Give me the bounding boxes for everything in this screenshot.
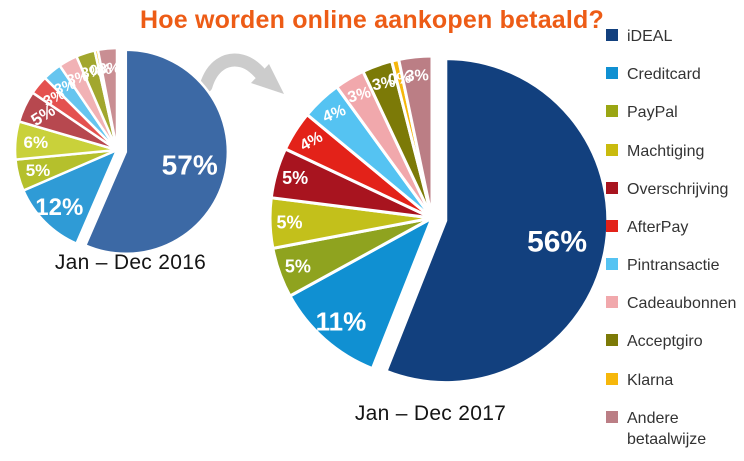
legend-item-acceptgiro: Acceptgiro [606, 331, 740, 352]
slice-label-ideal: 57% [162, 150, 218, 181]
legend-label: AfterPay [627, 218, 689, 236]
legend-swatch-machtiging [606, 143, 618, 156]
slice-label-klarna: 0% [89, 61, 112, 80]
pie-slice-andere-betaalwijze [396, 54, 434, 219]
legend-item-pintransactie: Pintransactie [606, 255, 740, 276]
legend-label: PayPal [627, 104, 678, 122]
slice-label-overschrijving: 5% [282, 168, 308, 188]
legend-label: Overschrijving [627, 180, 729, 198]
legend-label: Cadeaubonnen [627, 295, 737, 313]
legend-label: iDEAL [627, 28, 673, 45]
slice-label-creditcard: 11% [316, 306, 367, 336]
legend-item-cadeaubonnen: Cadeaubonnen [606, 293, 740, 314]
legend-item-klarna: Klarna [606, 370, 740, 391]
legend-swatch-pintransactie [606, 258, 618, 271]
legend-item-andere: Andere betaalwijze [606, 408, 740, 450]
pie-slice-andere-betaalwijze [96, 46, 119, 151]
slice-label-klarna: 0% [387, 69, 412, 89]
legend-swatch-overschrijving [606, 181, 618, 194]
legend-item-machtiging: Machtiging [606, 141, 740, 162]
slice-label-cadeaubonnen: 3% [346, 84, 373, 106]
legend-item-paypal: PayPal [606, 102, 740, 123]
slice-label-machtiging: 6% [24, 133, 49, 152]
legend: iDEAL Creditcard PayPal Machtiging Overschri… [606, 26, 740, 450]
legend-label: Andere betaalwijze [627, 409, 707, 448]
legend-swatch-andere [606, 410, 618, 423]
pie-2017-period-label: Jan – Dec 2017 [354, 402, 507, 425]
arrow-right-icon [199, 53, 284, 94]
legend-label: Acceptgiro [627, 333, 703, 351]
pie-slice-ideal [384, 57, 610, 385]
slice-label-pintransactie: 3% [52, 75, 78, 98]
pie-2016: 57%12%5%6%5%3%3%3%3%0%3% [13, 46, 230, 256]
pie-slice-creditcard [287, 214, 435, 371]
slice-label-ideal: 56% [527, 225, 587, 258]
slice-label-creditcard: 12% [35, 194, 83, 221]
slice-label-acceptgiro: 3% [371, 74, 397, 95]
slice-label-acceptgiro: 3% [80, 62, 104, 82]
legend-label: Machtiging [627, 142, 705, 160]
legend-swatch-acceptgiro [606, 334, 618, 347]
slice-label-machtiging: 5% [276, 213, 302, 233]
legend-swatch-afterpay [606, 219, 618, 232]
legend-label: Klarna [627, 371, 674, 389]
pie-slice-creditcard [21, 147, 120, 246]
slice-label-andere-betaalwijze: 3% [405, 67, 429, 85]
legend-item-creditcard: Creditcard [606, 64, 740, 85]
slice-label-paypal: 5% [285, 256, 311, 276]
pie-slice-ideal [83, 48, 230, 256]
legend-label: Pintransactie [627, 257, 720, 275]
legend-swatch-klarna [606, 372, 618, 385]
pie-2017: 56%11%5%5%5%4%4%3%3%0%3% [268, 54, 610, 385]
legend-label: Creditcard [627, 66, 701, 84]
slice-label-andere-betaalwijze: 3% [98, 60, 120, 78]
legend-item-ideal: iDEAL [606, 26, 740, 47]
legend-swatch-creditcard [606, 67, 618, 80]
legend-swatch-cadeaubonnen [606, 296, 618, 309]
legend-swatch-ideal [606, 29, 618, 41]
legend-item-afterpay: AfterPay [606, 217, 740, 238]
pie-2016-period-label: Jan – Dec 2016 [54, 251, 207, 274]
slice-label-cadeaubonnen: 3% [65, 68, 90, 90]
legend-swatch-paypal [606, 105, 618, 118]
legend-item-overschrijving: Overschrijving [606, 179, 740, 200]
page-title: Hoe worden online aankopen betaald? [139, 6, 604, 34]
slice-label-paypal: 5% [26, 161, 51, 180]
